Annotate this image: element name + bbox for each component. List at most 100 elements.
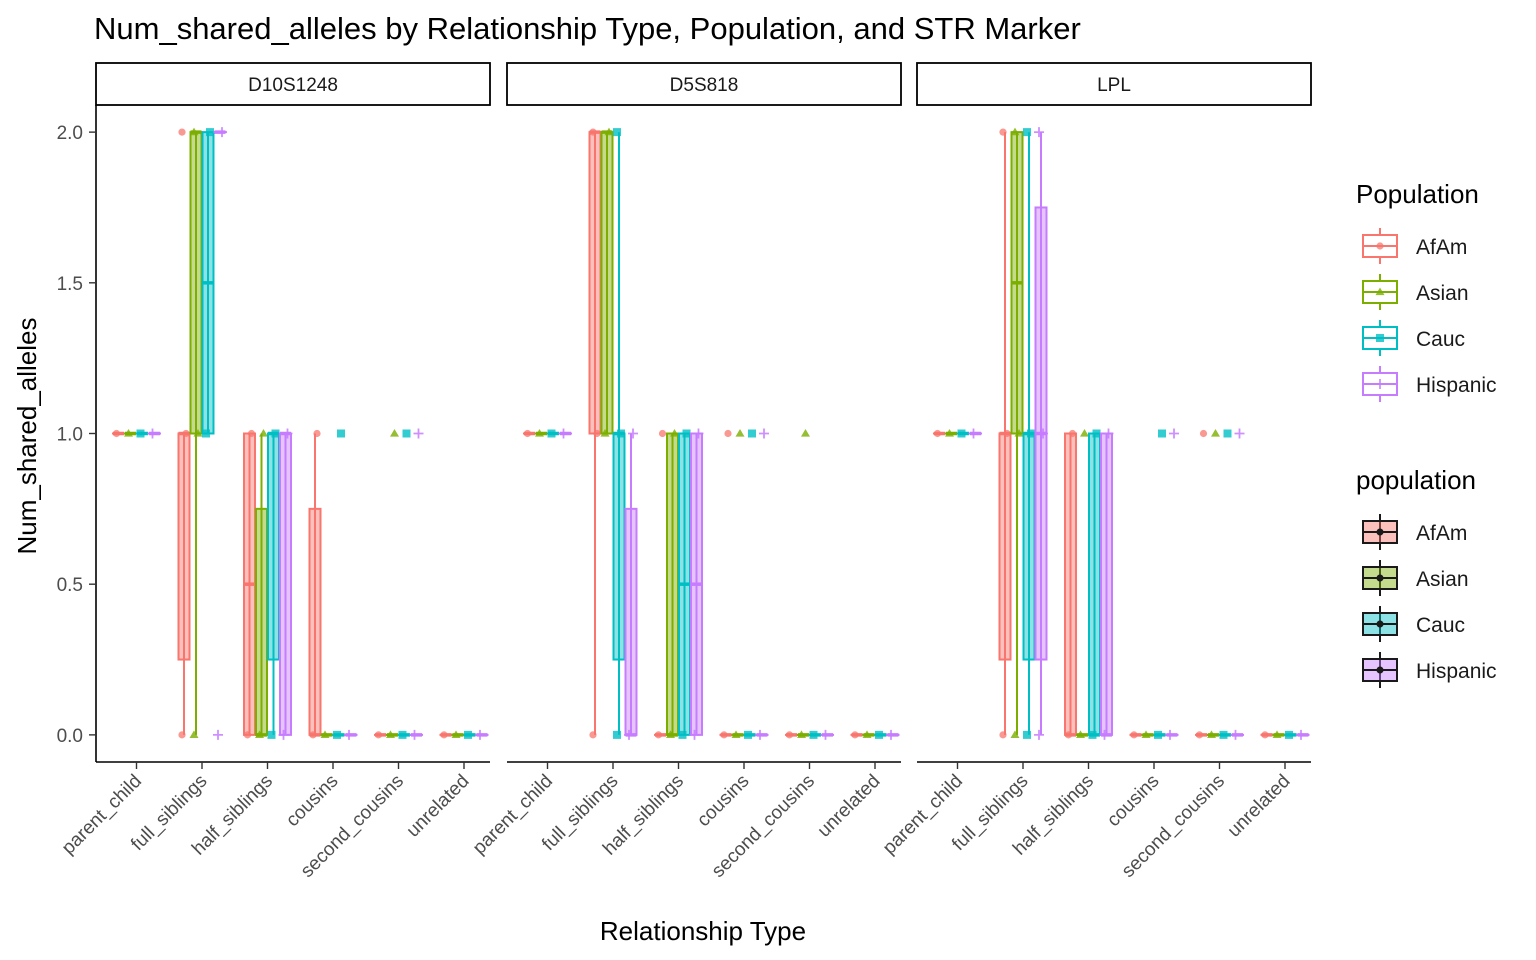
data-point xyxy=(613,730,621,739)
legend-item: Asian xyxy=(1362,560,1469,596)
data-point xyxy=(1158,429,1166,438)
legend-title: Population xyxy=(1356,179,1479,209)
x-tick-label: unrelated xyxy=(814,771,885,842)
box-body xyxy=(612,432,626,661)
box-body xyxy=(998,432,1012,661)
box-afam xyxy=(719,429,733,739)
data-point xyxy=(1285,730,1293,739)
facet-strip-label: LPL xyxy=(1097,75,1131,96)
box-afam xyxy=(1064,429,1077,739)
legend-label: AfAm xyxy=(1416,522,1467,545)
y-tick-label: 0.5 xyxy=(57,575,83,596)
data-point xyxy=(440,731,448,739)
legend-item: AfAm xyxy=(1362,228,1467,264)
box-cauc xyxy=(1088,429,1101,739)
data-point xyxy=(785,731,794,739)
data-point xyxy=(1230,729,1241,740)
box-afam xyxy=(243,429,256,739)
data-point xyxy=(112,429,121,438)
facet-panel: D5S818parent_childfull_siblingshalf_sibl… xyxy=(469,62,902,882)
legend-item: Asian xyxy=(1362,274,1469,310)
legend-item: Cauc xyxy=(1362,320,1465,356)
legend: PopulationAfAmAsianCaucHispanicpopulatio… xyxy=(1356,179,1497,688)
box-body xyxy=(1022,432,1036,661)
box-asian xyxy=(600,127,614,437)
data-point xyxy=(945,429,954,437)
data-point xyxy=(1211,429,1220,437)
data-point xyxy=(1099,729,1110,740)
legend-title: population xyxy=(1356,465,1476,495)
box-asian xyxy=(731,429,745,739)
data-point xyxy=(282,428,293,439)
data-point xyxy=(1014,429,1024,437)
box-afam xyxy=(1129,731,1143,739)
legend-item: AfAm xyxy=(1362,514,1467,550)
box-body xyxy=(588,131,602,435)
box-afam xyxy=(1260,731,1274,739)
data-point xyxy=(801,429,810,437)
data-point xyxy=(206,128,214,137)
data-point xyxy=(189,127,199,136)
box-cauc xyxy=(957,429,970,438)
data-point xyxy=(178,128,186,136)
data-point xyxy=(475,729,485,740)
data-point xyxy=(523,429,532,438)
data-point xyxy=(535,429,544,437)
box-hispanic xyxy=(1099,428,1114,740)
legend-label: Cauc xyxy=(1416,328,1465,351)
legend-label: Cauc xyxy=(1416,614,1465,637)
box-body xyxy=(255,507,268,736)
data-point xyxy=(851,731,859,739)
legend-group: Population AfAm Asian Cauc Hispanic xyxy=(1356,179,1497,402)
data-point xyxy=(797,730,806,739)
box-asian xyxy=(535,429,548,437)
data-point xyxy=(320,730,330,739)
legend-label: Asian xyxy=(1416,568,1469,591)
legend-key-point xyxy=(1376,620,1384,628)
data-point xyxy=(1068,429,1077,438)
facet-panel: D10S1248parent_childfull_siblingshalf_si… xyxy=(58,62,491,882)
box-cauc xyxy=(743,429,757,739)
data-point xyxy=(862,730,872,739)
data-point xyxy=(451,730,461,739)
box-afam xyxy=(374,731,387,739)
box-asian xyxy=(124,429,137,437)
facet-strip-label: D10S1248 xyxy=(248,75,338,96)
data-point xyxy=(1092,429,1101,438)
facet-strip xyxy=(506,62,902,106)
data-point xyxy=(309,731,317,739)
data-point xyxy=(748,429,756,438)
box-cauc xyxy=(874,730,888,739)
box-hispanic xyxy=(1296,729,1310,740)
box-body xyxy=(267,432,280,661)
data-point xyxy=(693,428,704,439)
data-point xyxy=(1010,127,1020,136)
data-point xyxy=(658,429,667,438)
data-point xyxy=(755,729,765,740)
box-afam xyxy=(1195,429,1208,739)
facet-panel: LPLparent_childfull_siblingshalf_sibling… xyxy=(879,62,1312,882)
box-cauc xyxy=(1219,429,1232,739)
data-point xyxy=(136,429,145,438)
data-point xyxy=(1165,729,1175,740)
box-afam xyxy=(439,731,453,739)
data-point xyxy=(402,429,411,438)
box-asian xyxy=(189,127,203,739)
x-tick-label: cousins xyxy=(282,771,342,831)
data-point xyxy=(624,729,634,740)
box-asian xyxy=(320,730,334,739)
data-point xyxy=(398,730,407,739)
data-point xyxy=(1064,731,1073,739)
data-point xyxy=(654,731,663,739)
data-point xyxy=(689,729,700,740)
legend-key-point xyxy=(1376,528,1384,536)
box-afam xyxy=(785,731,798,739)
data-point xyxy=(1376,334,1384,342)
data-point xyxy=(600,429,610,437)
data-point xyxy=(1034,127,1044,138)
data-point xyxy=(613,128,621,137)
box-asian xyxy=(255,429,268,739)
y-tick-label: 2.0 xyxy=(57,123,83,144)
data-point xyxy=(1261,731,1269,739)
box-afam xyxy=(654,429,667,739)
